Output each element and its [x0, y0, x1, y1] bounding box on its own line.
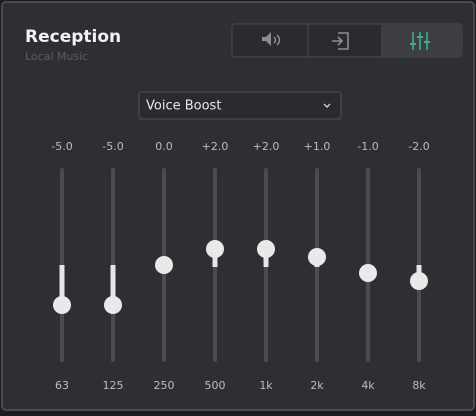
frequency-label: 63	[55, 379, 69, 392]
gain-label: +2.0	[202, 140, 229, 153]
frequency-label: 1k	[259, 379, 273, 392]
speaker-icon	[262, 32, 271, 46]
slider-knob[interactable]	[410, 272, 428, 290]
speaker-waves	[273, 34, 281, 46]
tab-equalizer-active[interactable]	[381, 24, 462, 57]
eq-icon-knobs	[410, 36, 430, 45]
slider-knob[interactable]	[53, 296, 71, 314]
subtitle: Local Music	[25, 50, 88, 63]
gain-fill	[59, 265, 65, 305]
slider-knob[interactable]	[206, 240, 224, 258]
frequency-label: 4k	[361, 379, 375, 392]
gain-label: 0.0	[155, 140, 173, 153]
slider-knob[interactable]	[308, 248, 326, 266]
slider-knob[interactable]	[104, 296, 122, 314]
chevron	[323, 103, 331, 108]
slider-knob[interactable]	[359, 264, 377, 282]
preset-dropdown[interactable]: Voice Boost	[138, 91, 342, 120]
frequency-label: 250	[154, 379, 175, 392]
gain-label: +1.0	[304, 140, 331, 153]
tab-group	[231, 23, 463, 58]
slider-knob[interactable]	[155, 256, 173, 274]
slider-knob[interactable]	[257, 240, 275, 258]
frequency-label: 500	[205, 379, 226, 392]
gain-label: -5.0	[51, 140, 72, 153]
frequency-label: 125	[103, 379, 124, 392]
gain-label: +2.0	[253, 140, 280, 153]
bands: -5.0 63 -5.0 125 0.0 250 +2.0 500 +2.0 1k +1.0 2k -1…	[51, 140, 429, 392]
title: Reception	[25, 27, 121, 47]
frequency-label: 2k	[310, 379, 324, 392]
gain-fill	[110, 265, 116, 305]
gain-label: -5.0	[102, 140, 123, 153]
frequency-label: 8k	[412, 379, 426, 392]
gain-label: -2.0	[408, 140, 429, 153]
input-icon	[332, 32, 349, 50]
preset-label: Voice Boost	[146, 99, 221, 114]
dropdown-box[interactable]	[138, 91, 342, 120]
gain-label: -1.0	[357, 140, 378, 153]
